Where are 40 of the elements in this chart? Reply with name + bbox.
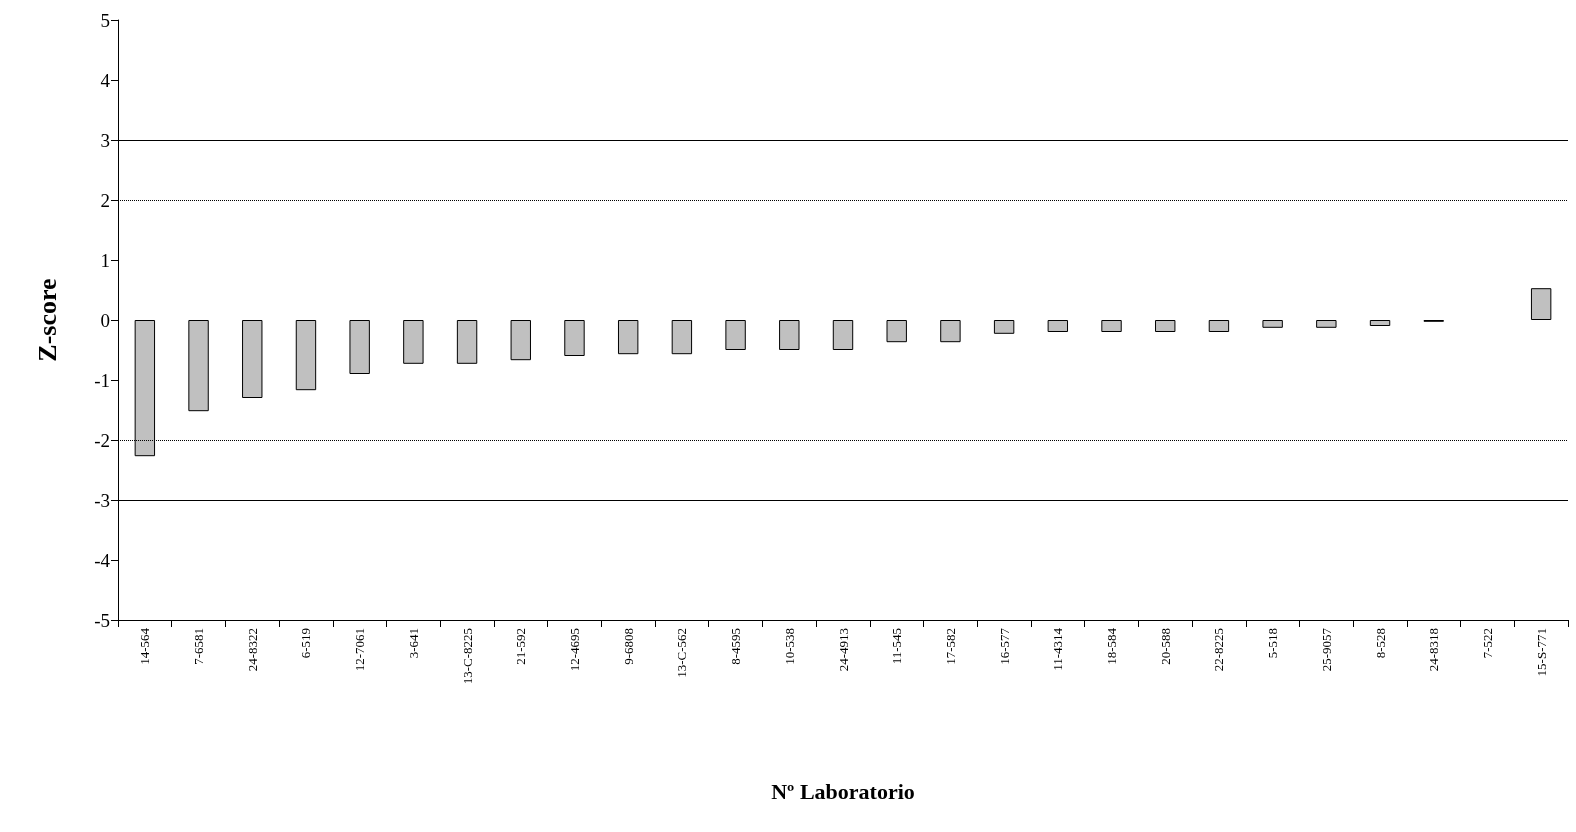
x-tick-label: 17-582 (942, 628, 958, 665)
x-tick-label: 8-4595 (728, 628, 744, 665)
x-tick-label: 24-4913 (835, 628, 851, 672)
y-tick-label: -2 (94, 429, 110, 451)
y-tick-label: 1 (100, 249, 110, 271)
x-tick-label: 13-C-562 (674, 628, 690, 678)
x-tick-label: 24-8318 (1426, 628, 1442, 672)
x-tick-label: 18-584 (1104, 627, 1120, 665)
y-axis-title: Z-score (32, 278, 62, 362)
y-tick-label: -5 (94, 609, 110, 631)
x-tick-label: 3-641 (405, 628, 421, 659)
x-tick-label: 20-588 (1157, 628, 1173, 665)
y-tick-label: -3 (94, 489, 110, 511)
x-tick-label: 13-C-8225 (459, 628, 475, 685)
x-tick-label: 9-6808 (620, 628, 636, 665)
y-tick-label: 3 (100, 129, 110, 151)
x-tick-label: 11-4314 (1050, 627, 1066, 671)
x-tick-label: 14-564 (137, 627, 153, 665)
x-tick-label: 25-9057 (1318, 627, 1334, 672)
x-tick-label: 24-8322 (244, 628, 260, 672)
x-tick-label: 16-577 (996, 627, 1012, 665)
x-tick-label: 6-519 (298, 628, 314, 659)
x-tick-label: 7-522 (1479, 628, 1495, 659)
x-tick-label: 12-7061 (352, 628, 368, 672)
x-tick-label: 10-538 (781, 628, 797, 665)
y-tick-label: 5 (100, 9, 110, 31)
y-tick-label: 2 (100, 189, 110, 211)
x-tick-label: 15-S-771 (1533, 628, 1549, 677)
x-tick-label: 5-518 (1265, 628, 1281, 659)
x-tick-label: 11-545 (889, 628, 905, 665)
y-tick-label: 0 (100, 309, 110, 331)
x-tick-label: 12-4695 (566, 628, 582, 672)
x-tick-label: 7-6581 (191, 628, 207, 665)
y-tick-label: -4 (94, 549, 111, 571)
y-tick-label: 4 (100, 69, 111, 91)
x-tick-label: 22-8225 (1211, 628, 1227, 672)
x-tick-label: 8-528 (1372, 628, 1388, 659)
y-tick-label: -1 (94, 369, 110, 391)
x-tick-label: 21-592 (513, 628, 529, 665)
x-axis-title: Nº Laboratorio (771, 778, 915, 804)
